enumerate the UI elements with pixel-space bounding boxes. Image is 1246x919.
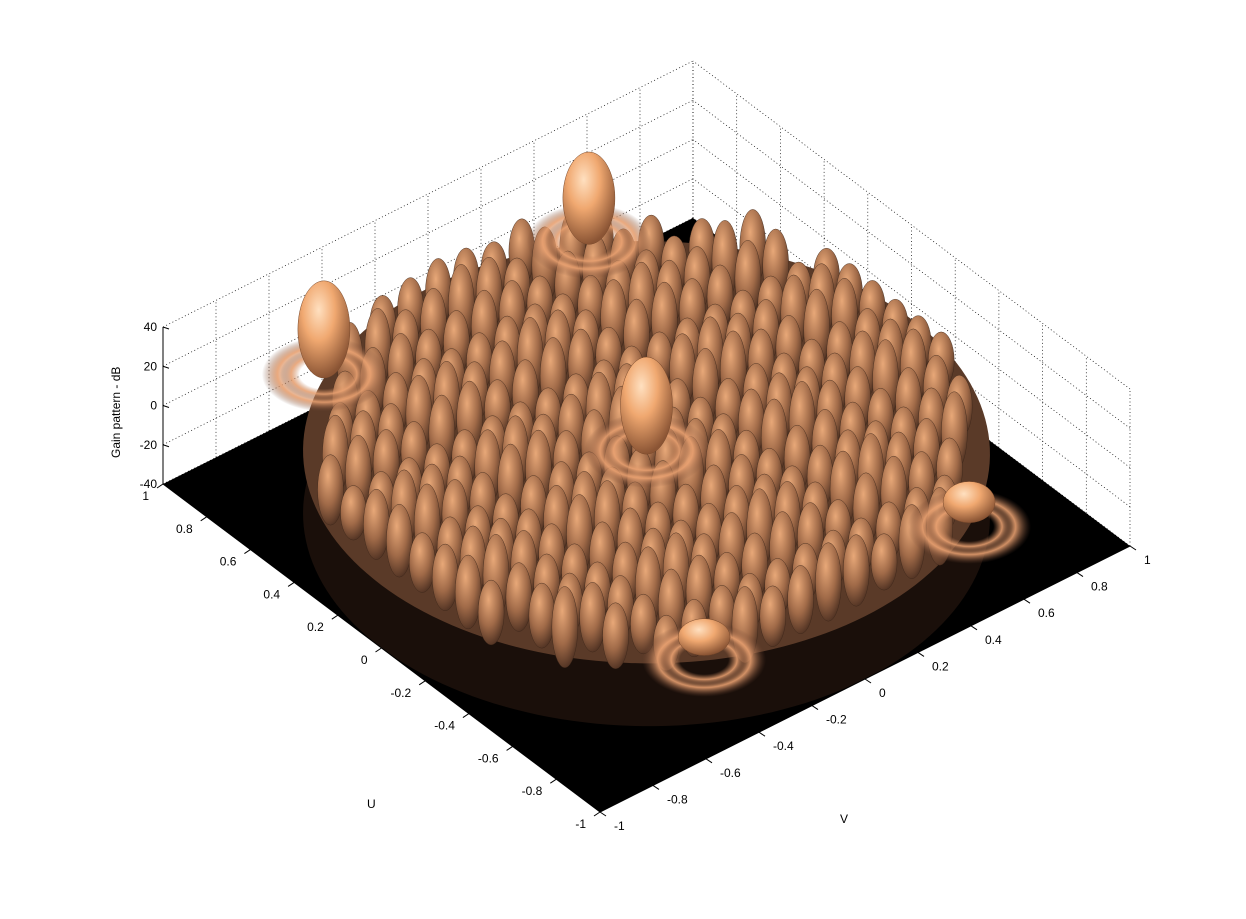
sidelobe-bump xyxy=(815,542,842,622)
sidelobe-bump xyxy=(454,554,482,630)
v-tick-label: 1 xyxy=(1144,553,1151,567)
z-tick-label: 20 xyxy=(144,359,158,373)
v-tick-label: -0.4 xyxy=(773,739,794,753)
u-tick-label: -1 xyxy=(575,817,586,831)
v-tick-label: -0.6 xyxy=(720,766,741,780)
z-tick xyxy=(162,405,170,408)
grating-lobe xyxy=(297,280,351,379)
v-axis-label: V xyxy=(840,812,848,826)
v-axis-ticks: -1 -0.8 -0.6 -0.4 -0.2 0 0.2 0.4 0.6 0.8 1 xyxy=(599,545,1151,833)
v-tick xyxy=(864,678,872,684)
v-tick-label: -0.2 xyxy=(826,713,847,727)
grid-line xyxy=(162,99,694,367)
grating-lobe xyxy=(562,151,616,245)
u-tick-label: 1 xyxy=(142,489,149,503)
u-tick-label: 0 xyxy=(361,653,368,667)
sidelobe-bump xyxy=(317,454,344,526)
u-tick-label: -0.8 xyxy=(522,784,543,798)
sidelobe-bump xyxy=(386,504,413,578)
grid-line xyxy=(692,60,1131,390)
u-tick-label: -0.2 xyxy=(391,686,412,700)
u-axis-label: U xyxy=(367,797,376,811)
v-tick-label: -0.8 xyxy=(667,792,688,806)
z-tick xyxy=(162,444,170,448)
sidelobe-bump xyxy=(363,489,390,560)
v-tick xyxy=(705,758,713,764)
sidelobe-bump xyxy=(602,602,629,669)
z-tick xyxy=(162,326,170,330)
v-tick-label: 0.4 xyxy=(985,633,1002,647)
v-tick xyxy=(1076,572,1084,578)
sidelobe-bump xyxy=(870,533,898,591)
z-tick xyxy=(162,483,170,487)
u-tick-label: 0.8 xyxy=(176,522,193,536)
sidelobe-bump xyxy=(551,586,579,668)
grating-lobe xyxy=(677,618,731,656)
u-tick-label: 0.4 xyxy=(263,587,280,601)
v-tick-label: -1 xyxy=(614,819,625,833)
sidelobe-bump xyxy=(759,585,786,647)
u-tick-label: 0.6 xyxy=(220,555,237,569)
v-tick-label: 0.2 xyxy=(932,659,949,673)
z-axis-ticks: -40 -20 0 20 40 xyxy=(140,320,170,491)
lobes xyxy=(261,151,1032,697)
u-tick xyxy=(331,614,339,620)
u-tick xyxy=(462,713,470,719)
u-tick xyxy=(287,581,295,587)
u-tick xyxy=(375,647,382,653)
gain-surface xyxy=(261,151,1032,727)
v-tick xyxy=(917,651,925,657)
u-tick xyxy=(550,778,557,784)
grating-lobe xyxy=(942,481,996,523)
z-tick-label: 40 xyxy=(144,320,158,334)
z-tick-label: -40 xyxy=(140,477,158,491)
sidelobe-bump xyxy=(340,485,367,541)
sidelobe-bump xyxy=(409,532,436,593)
sidelobe-bump xyxy=(477,579,505,646)
u-tick xyxy=(156,483,164,489)
u-tick xyxy=(244,549,251,555)
v-tick-label: 0.8 xyxy=(1091,580,1108,594)
sidelobe-bump xyxy=(787,565,814,634)
sidelobe-bump xyxy=(843,534,870,607)
u-tick xyxy=(418,680,426,686)
sidelobe-bump xyxy=(579,582,606,653)
grid-line xyxy=(692,139,1131,468)
u-tick-label: -0.6 xyxy=(478,751,499,765)
z-tick xyxy=(162,365,170,369)
u-tick-label: -0.4 xyxy=(434,719,455,733)
v-tick-label: 0 xyxy=(879,686,886,700)
sidelobe-bump xyxy=(528,582,556,649)
u-tick-label: 0.2 xyxy=(307,620,324,634)
z-tick-label: 0 xyxy=(150,399,157,413)
v-tick xyxy=(1129,545,1137,551)
v-tick xyxy=(758,731,766,737)
grid-line xyxy=(692,99,1131,429)
z-axis-label: Gain pattern - dB xyxy=(109,367,123,458)
v-tick xyxy=(652,784,660,790)
main-lobe xyxy=(620,356,673,455)
z-tick-label: -20 xyxy=(140,438,158,452)
v-tick xyxy=(970,625,978,631)
sidelobe-bump xyxy=(432,543,459,611)
u-axis-ticks: -1 -0.8 -0.6 -0.4 -0.2 0 0.2 0.4 0.6 0.8 1 xyxy=(142,483,601,831)
u-tick xyxy=(200,516,207,522)
u-tick xyxy=(593,811,601,817)
v-tick xyxy=(599,811,607,817)
v-tick xyxy=(811,705,819,711)
v-tick xyxy=(1023,598,1031,604)
u-tick xyxy=(506,745,513,751)
grid-line xyxy=(162,60,694,328)
v-tick-label: 0.6 xyxy=(1038,606,1055,620)
sidelobe-bump xyxy=(505,562,533,632)
